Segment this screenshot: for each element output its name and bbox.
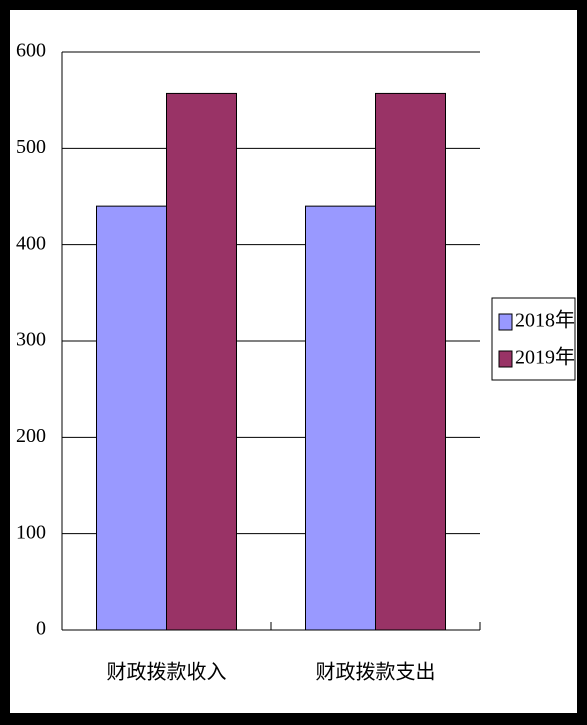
y-tick-label: 200 xyxy=(16,425,46,447)
bar xyxy=(375,92,446,631)
y-tick-label: 500 xyxy=(16,136,46,158)
y-tick-label: 400 xyxy=(16,232,46,254)
x-tick-label: 财政拨款收入 xyxy=(107,661,227,684)
bar xyxy=(305,205,376,631)
legend-label: 2019年 xyxy=(515,346,575,369)
y-tick-label: 300 xyxy=(16,329,46,351)
bar xyxy=(96,205,167,631)
y-tick-label: 0 xyxy=(36,618,46,640)
legend-swatch xyxy=(498,313,513,331)
bar xyxy=(166,92,237,631)
y-tick-label: 600 xyxy=(16,40,46,62)
legend-label: 2018年 xyxy=(515,309,575,332)
y-tick-label: 100 xyxy=(16,521,46,543)
legend-swatch xyxy=(498,350,513,368)
x-tick-label: 财政拨款支出 xyxy=(316,661,436,684)
